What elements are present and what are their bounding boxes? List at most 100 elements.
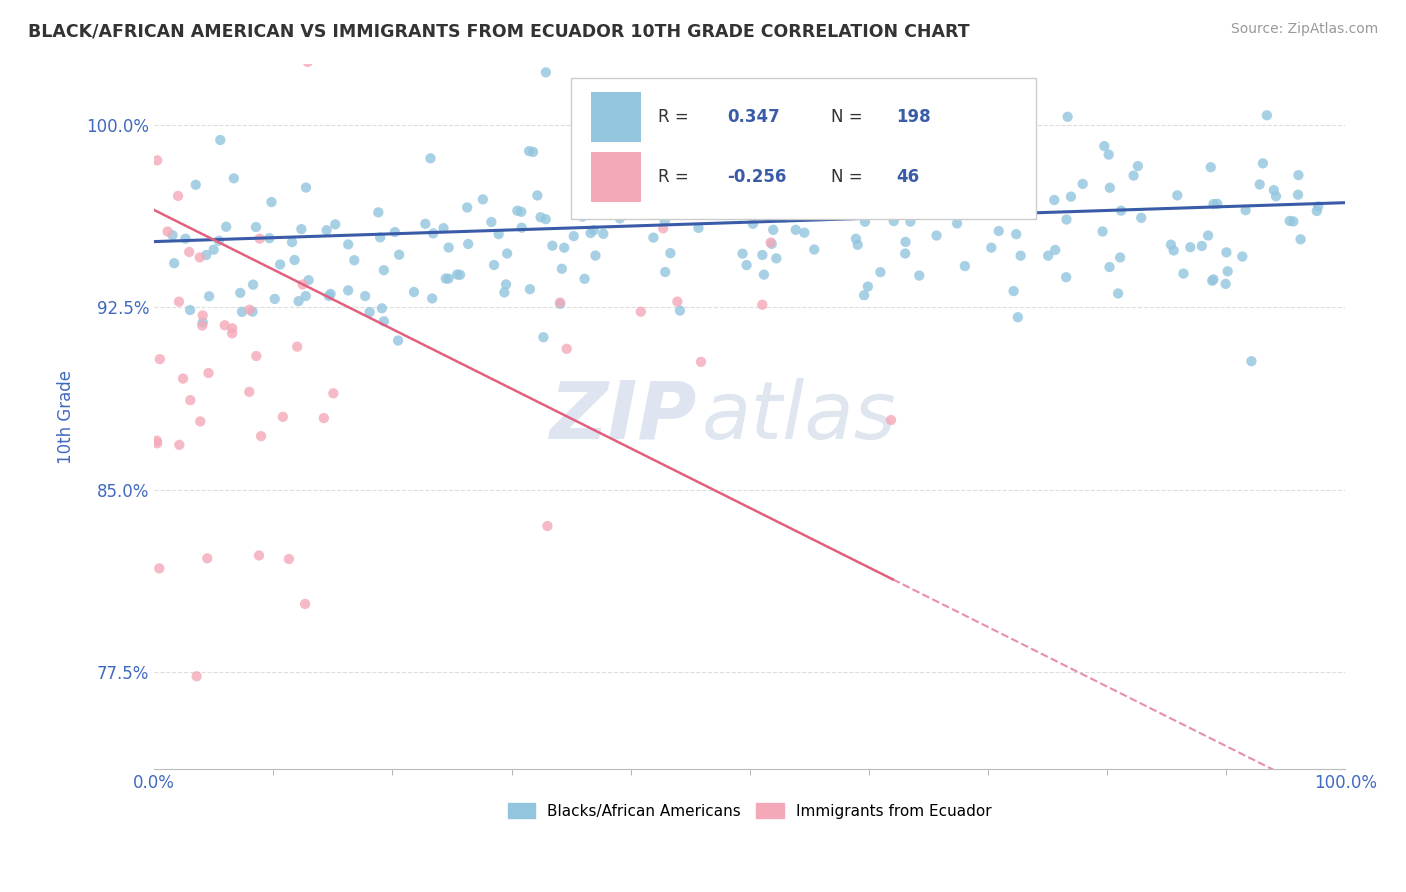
Y-axis label: 10th Grade: 10th Grade: [58, 369, 75, 464]
Text: BLACK/AFRICAN AMERICAN VS IMMIGRANTS FROM ECUADOR 10TH GRADE CORRELATION CHART: BLACK/AFRICAN AMERICAN VS IMMIGRANTS FRO…: [28, 22, 970, 40]
Point: [368, 230, 391, 244]
Point: [209, 133, 232, 147]
Point: [1232, 250, 1254, 264]
Point: [793, 226, 815, 240]
Point: [146, 153, 169, 168]
Point: [1010, 249, 1032, 263]
Point: [853, 215, 876, 229]
Point: [242, 277, 264, 292]
Point: [688, 221, 710, 235]
Point: [388, 248, 411, 262]
Point: [531, 330, 554, 344]
Point: [761, 236, 783, 251]
Point: [506, 203, 529, 218]
Point: [548, 295, 571, 310]
Point: [1002, 284, 1025, 298]
Point: [294, 597, 316, 611]
Point: [221, 321, 243, 335]
Point: [294, 289, 316, 303]
Point: [146, 436, 169, 450]
Point: [1234, 203, 1257, 218]
Point: [247, 549, 270, 563]
Point: [163, 256, 186, 270]
Point: [883, 214, 905, 228]
Point: [962, 167, 984, 181]
Point: [1215, 277, 1237, 291]
Point: [1060, 189, 1083, 203]
Point: [188, 251, 211, 265]
Point: [1056, 212, 1078, 227]
Point: [548, 297, 571, 311]
Point: [337, 284, 360, 298]
Point: [1005, 227, 1028, 241]
Point: [184, 178, 207, 192]
Point: [419, 151, 441, 165]
Point: [354, 289, 377, 303]
Point: [371, 301, 394, 316]
Point: [946, 216, 969, 230]
Point: [496, 246, 519, 260]
Point: [1098, 180, 1121, 194]
Point: [579, 226, 602, 240]
Point: [1265, 189, 1288, 203]
Legend: Blacks/African Americans, Immigrants from Ecuador: Blacks/African Americans, Immigrants fro…: [502, 797, 998, 825]
Point: [287, 294, 309, 309]
Point: [1251, 156, 1274, 170]
Point: [1202, 272, 1225, 286]
Point: [482, 258, 505, 272]
Point: [1308, 199, 1330, 213]
Point: [752, 268, 775, 282]
Point: [536, 519, 558, 533]
Point: [1109, 251, 1132, 265]
Point: [422, 227, 444, 241]
Point: [1107, 286, 1129, 301]
Point: [953, 259, 976, 273]
Point: [519, 282, 541, 296]
Point: [214, 318, 236, 333]
Point: [156, 225, 179, 239]
Point: [343, 253, 366, 268]
Point: [1007, 310, 1029, 325]
Point: [162, 228, 184, 243]
Point: [780, 192, 803, 206]
Point: [271, 409, 294, 424]
Point: [402, 285, 425, 299]
Point: [1206, 197, 1229, 211]
Text: N =: N =: [831, 168, 868, 186]
Text: atlas: atlas: [702, 377, 897, 456]
Point: [1180, 240, 1202, 254]
Point: [751, 298, 773, 312]
Point: [263, 292, 285, 306]
Point: [229, 285, 252, 300]
Point: [1202, 197, 1225, 211]
Text: -0.256: -0.256: [727, 168, 786, 186]
Point: [297, 273, 319, 287]
Point: [630, 304, 652, 318]
Point: [666, 294, 689, 309]
Point: [456, 201, 478, 215]
Point: [297, 54, 319, 69]
Point: [373, 314, 395, 328]
Point: [186, 669, 208, 683]
Point: [198, 289, 221, 303]
Point: [471, 193, 494, 207]
Point: [191, 309, 214, 323]
Point: [894, 246, 917, 260]
Point: [195, 248, 218, 262]
Point: [191, 318, 214, 333]
Point: [148, 561, 170, 575]
Point: [789, 194, 811, 208]
Point: [222, 171, 245, 186]
Point: [179, 393, 201, 408]
Point: [1045, 243, 1067, 257]
Point: [269, 258, 291, 272]
Point: [179, 245, 201, 260]
Point: [1240, 354, 1263, 368]
Point: [318, 289, 340, 303]
Point: [437, 240, 460, 254]
Point: [1163, 244, 1185, 258]
Point: [432, 221, 454, 235]
Point: [494, 285, 516, 300]
Point: [221, 326, 243, 341]
Text: 46: 46: [896, 168, 920, 186]
